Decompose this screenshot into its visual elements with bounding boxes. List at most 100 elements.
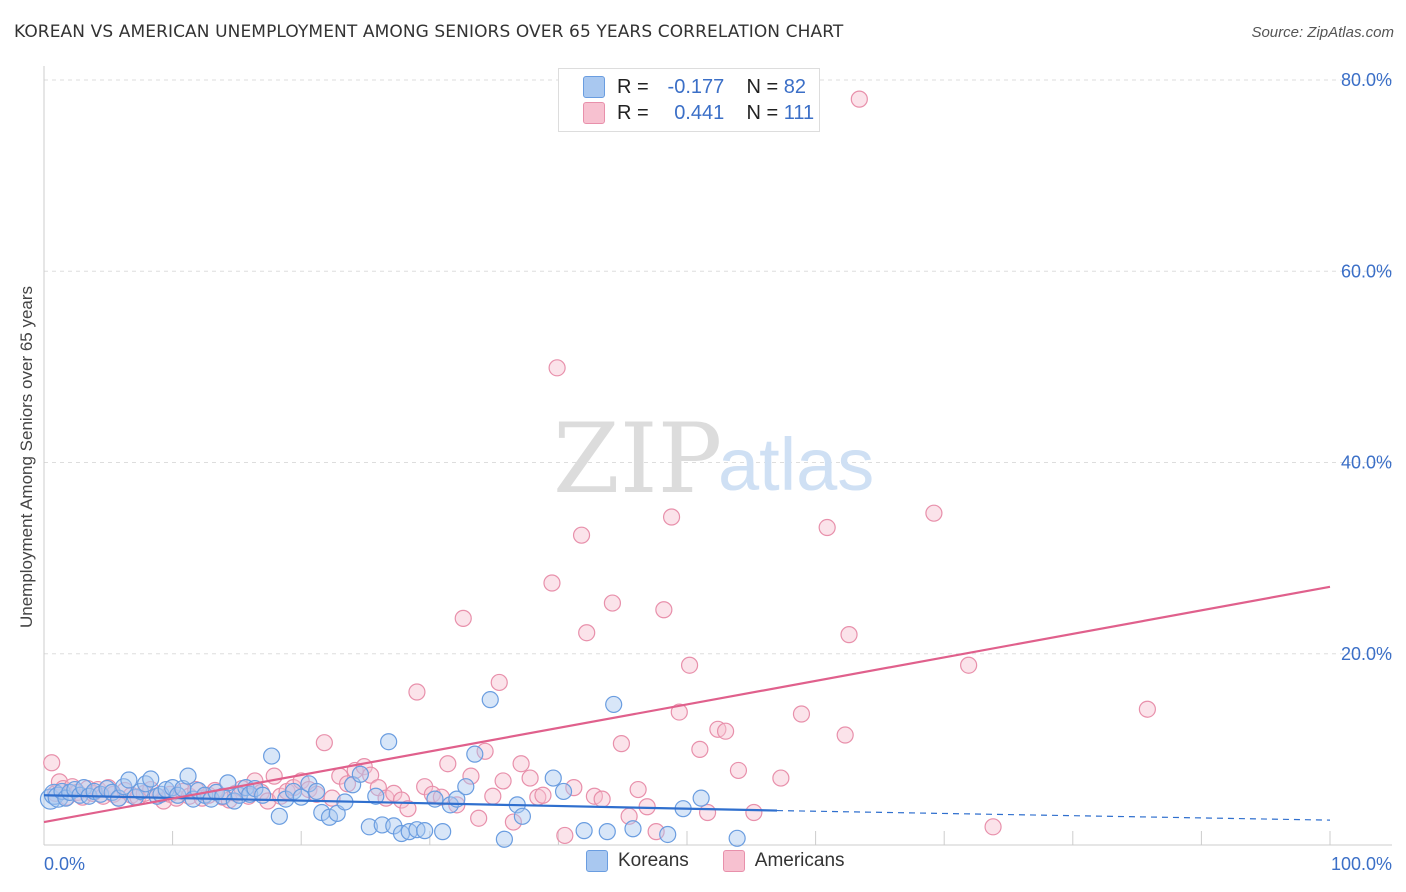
american-point xyxy=(792,705,811,723)
american-point xyxy=(470,809,488,827)
korean-point xyxy=(263,747,281,765)
korean-point xyxy=(360,818,378,836)
american-point xyxy=(612,735,631,753)
american-point xyxy=(772,769,790,787)
americans-trend-line xyxy=(43,585,1331,824)
korean-point xyxy=(380,733,398,751)
american-point xyxy=(490,673,508,692)
american-point xyxy=(850,90,868,108)
koreans-n-label: N = xyxy=(746,75,779,98)
koreans-legend-swatch xyxy=(586,850,608,872)
korean-point xyxy=(575,822,593,840)
korean-point xyxy=(142,770,160,788)
legend-row-koreans: R = -0.177 N = 82 xyxy=(583,73,806,101)
korean-point xyxy=(434,823,452,841)
y-tick-label: 20.0% xyxy=(1341,644,1392,664)
korean-point xyxy=(136,775,155,793)
americans-legend-label: Americans xyxy=(754,850,845,871)
americans-r-value: 0.441 xyxy=(674,101,725,124)
koreans-trend-line xyxy=(43,794,778,812)
korean-point xyxy=(481,691,499,709)
american-point xyxy=(716,722,735,740)
american-point xyxy=(593,790,611,808)
americans-n-label: N = xyxy=(746,101,779,124)
americans-n-value: 111 xyxy=(783,101,815,124)
korean-point xyxy=(457,778,475,796)
korean-point xyxy=(367,787,385,805)
korean-point xyxy=(624,820,642,838)
american-point xyxy=(315,734,333,752)
american-point xyxy=(670,703,688,721)
american-point xyxy=(399,800,417,818)
koreans-swatch xyxy=(583,76,605,98)
american-point xyxy=(629,780,647,799)
korean-point xyxy=(466,745,484,763)
american-point xyxy=(745,803,763,822)
american-point xyxy=(548,359,566,377)
korean-point xyxy=(351,765,369,783)
american-point xyxy=(960,656,978,674)
watermark: ZIP atlas xyxy=(553,403,874,515)
american-point xyxy=(836,726,854,744)
american-point xyxy=(392,791,411,809)
american-point xyxy=(476,742,494,760)
american-point xyxy=(462,767,480,785)
tick-labels: 20.0% 40.0% 60.0% 80.0% 0.0% 100.0% xyxy=(44,70,1392,874)
american-point xyxy=(925,504,943,522)
koreans-trend-extension xyxy=(777,809,1331,821)
american-point xyxy=(565,779,583,797)
american-point xyxy=(572,526,591,544)
chart-title: KOREAN VS AMERICAN UNEMPLOYMENT AMONG SE… xyxy=(14,22,844,42)
american-point xyxy=(494,772,512,790)
american-point xyxy=(691,740,709,758)
american-point xyxy=(818,518,836,537)
korean-point xyxy=(728,829,746,847)
y-tick-label: 40.0% xyxy=(1341,453,1392,473)
x-tick-label: 0.0% xyxy=(44,854,85,874)
watermark-atlas: atlas xyxy=(718,423,874,506)
american-point xyxy=(578,624,596,642)
american-point xyxy=(1138,700,1156,718)
american-point xyxy=(454,609,472,627)
americans-swatch xyxy=(583,102,605,124)
korean-point xyxy=(598,823,616,841)
korean-point xyxy=(270,807,288,825)
american-point xyxy=(338,775,357,793)
korean-point xyxy=(416,822,434,840)
x-tick-label: 100.0% xyxy=(1331,854,1392,874)
koreans-n-value: 82 xyxy=(783,75,806,98)
american-point xyxy=(543,574,561,592)
american-point xyxy=(521,769,539,787)
source-label: Source: ZipAtlas.com xyxy=(1251,24,1394,41)
korean-point xyxy=(320,808,339,826)
american-point xyxy=(484,787,502,805)
legend-row-americans: R = 0.441 N = 111 xyxy=(583,99,814,127)
american-point xyxy=(512,755,530,773)
american-point xyxy=(680,656,699,674)
american-point xyxy=(840,626,858,644)
american-point xyxy=(984,818,1002,836)
series-legend: Koreans Americans xyxy=(586,850,879,872)
americans-legend-swatch xyxy=(722,850,745,872)
american-point xyxy=(439,755,457,773)
legend-item-koreans: Koreans xyxy=(586,850,689,872)
korean-point xyxy=(513,807,531,825)
american-point xyxy=(662,508,681,526)
y-tick-label: 60.0% xyxy=(1341,261,1392,281)
watermark-zip: ZIP xyxy=(553,403,722,515)
koreans-r-value: -0.177 xyxy=(667,75,725,98)
korean-point xyxy=(544,769,562,787)
american-point xyxy=(655,601,673,619)
american-point xyxy=(43,754,61,772)
correlation-legend: R = -0.177 N = 82 R = 0.441 N = 111 xyxy=(558,68,820,132)
american-point xyxy=(603,594,622,612)
koreans-r-label: R = xyxy=(617,75,649,98)
korean-point xyxy=(120,771,138,789)
korean-point xyxy=(179,767,197,785)
americans-r-label: R = xyxy=(617,101,649,124)
korean-point xyxy=(495,830,513,848)
american-point xyxy=(504,813,522,831)
american-point xyxy=(408,683,426,701)
